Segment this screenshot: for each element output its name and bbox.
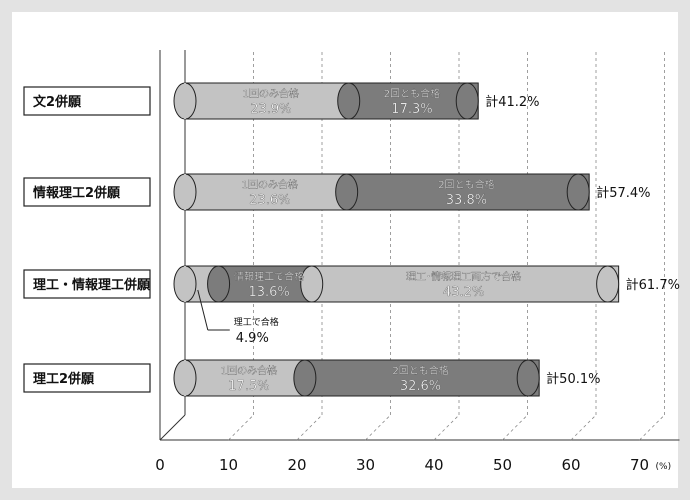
segment-value-label: 17.5% bbox=[228, 379, 269, 394]
bar-segment-edge bbox=[335, 173, 359, 211]
segment-value-label: 23.6% bbox=[249, 193, 290, 208]
x-tick-label: 0 bbox=[155, 456, 165, 474]
x-unit-label: (%) bbox=[656, 462, 672, 472]
bar-segment-edge bbox=[207, 265, 231, 303]
total-label: 計57.4% bbox=[596, 185, 650, 201]
x-tick-label: 50 bbox=[493, 456, 512, 474]
total-label: 計41.2% bbox=[485, 94, 539, 110]
segment-name-label: 2回とも合格 bbox=[384, 87, 440, 100]
segment-name-label: 2回とも合格 bbox=[438, 178, 494, 191]
category-label-box bbox=[23, 363, 151, 393]
segment-name-label: 理工･情報理工両方で合格 bbox=[406, 270, 521, 283]
segment-name-label: 2回とも合格 bbox=[392, 364, 448, 377]
bar-segment-edge bbox=[293, 359, 317, 397]
bar-segment bbox=[311, 265, 620, 303]
category-label-box bbox=[23, 269, 151, 299]
gridline-perspective bbox=[365, 414, 391, 441]
segment-value-label: 17.3% bbox=[391, 102, 432, 117]
segment-name-label: 1回のみ合格 bbox=[243, 87, 299, 100]
category-label-box bbox=[23, 86, 151, 116]
gridline-perspective bbox=[502, 414, 528, 441]
x-tick-label: 20 bbox=[287, 456, 306, 474]
segment-value-label: 32.6% bbox=[400, 379, 441, 394]
bar-end-cap bbox=[516, 359, 540, 397]
total-label: 計50.1% bbox=[546, 371, 600, 387]
category-label-box bbox=[23, 177, 151, 207]
category-label: 理工・情報理工併願 bbox=[33, 277, 151, 293]
category-label: 情報理工2併願 bbox=[33, 185, 121, 201]
bar-segment-edge bbox=[300, 265, 324, 303]
bar-segment bbox=[184, 173, 359, 211]
bar-end-cap bbox=[566, 173, 590, 211]
segment-value-label: 13.6% bbox=[248, 285, 289, 300]
bar-segment-edge bbox=[337, 82, 361, 120]
total-label: 計61.7% bbox=[626, 277, 680, 293]
axis-perspective-line bbox=[159, 414, 186, 441]
x-tick-label: 10 bbox=[219, 456, 238, 474]
segment-value-label: 23.9% bbox=[250, 102, 291, 117]
callout-leader bbox=[197, 289, 209, 331]
x-tick-label: 30 bbox=[356, 456, 375, 474]
callout-value-label: 4.9% bbox=[236, 331, 269, 346]
segment-name-label: 1回のみ合格 bbox=[221, 364, 277, 377]
gridline-perspective bbox=[228, 414, 254, 441]
category-label: 文2併願 bbox=[33, 94, 82, 110]
x-tick-label: 70 bbox=[630, 456, 649, 474]
bar-end-cap bbox=[455, 82, 479, 120]
gridline-perspective bbox=[296, 414, 323, 441]
callout-name-label: 理工で合格 bbox=[234, 316, 279, 328]
segment-value-label: 33.8% bbox=[446, 193, 487, 208]
segment-name-label: 情報理工で合格 bbox=[234, 270, 304, 283]
gridline-perspective bbox=[433, 414, 460, 441]
category-label: 理工2併願 bbox=[33, 371, 95, 387]
segment-name-label: 1回のみ合格 bbox=[242, 178, 298, 191]
x-tick-label: 60 bbox=[561, 456, 580, 474]
x-tick-label: 40 bbox=[424, 456, 443, 474]
segment-value-label: 43.2% bbox=[443, 285, 484, 300]
gridline-perspective bbox=[570, 414, 597, 441]
bar-end-cap bbox=[596, 265, 620, 303]
gridline-perspective bbox=[639, 414, 665, 441]
